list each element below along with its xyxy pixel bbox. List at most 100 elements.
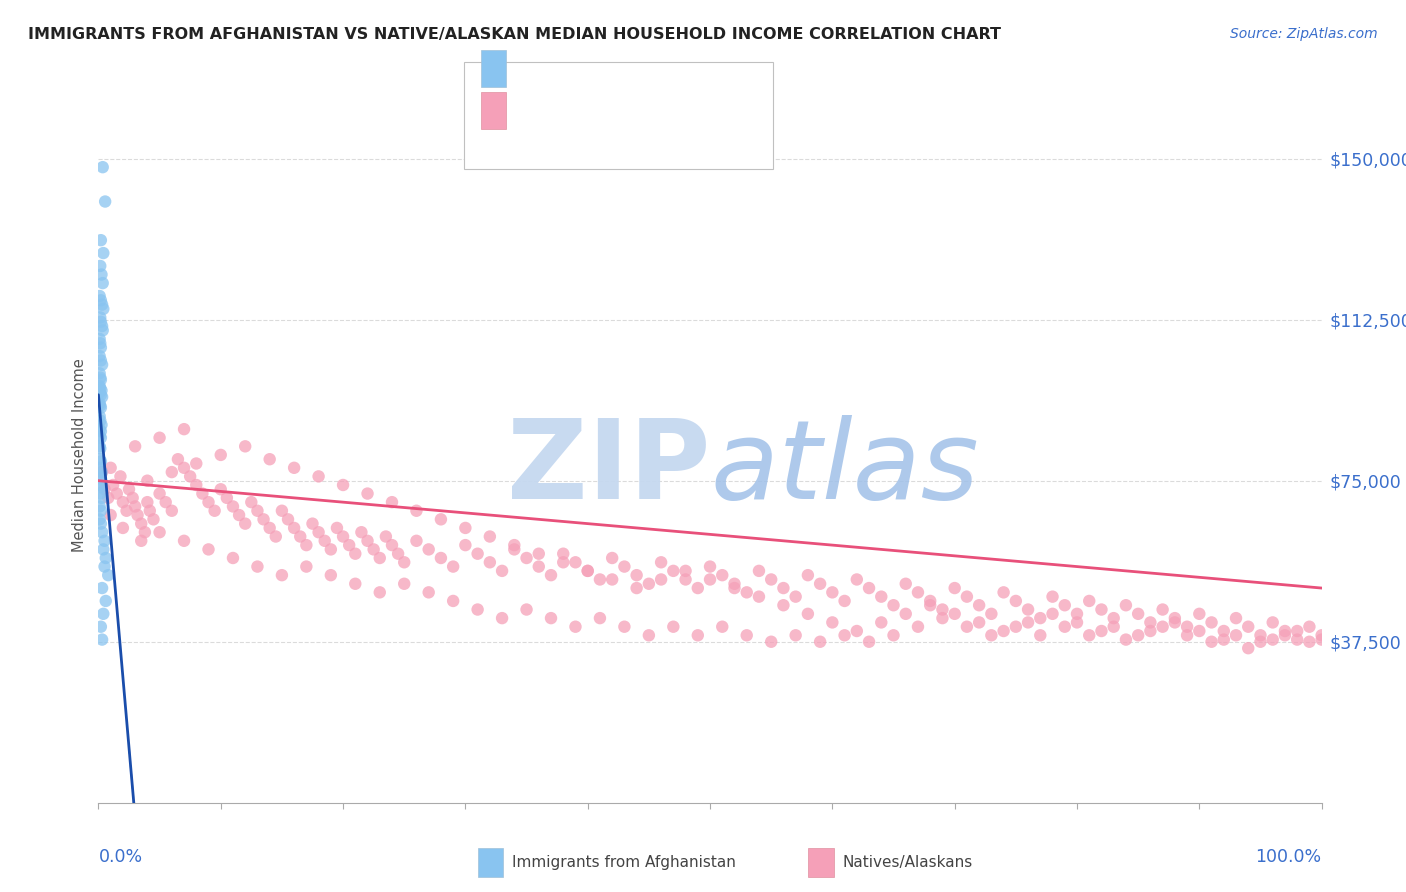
Point [1152, 602, 1174, 616]
Point [222, 500, 245, 514]
Point [626, 568, 648, 582]
Point [129, 516, 152, 531]
Point [259, 521, 281, 535]
Point [441, 559, 464, 574]
Point [90, 491, 112, 505]
Point [155, 495, 177, 509]
Point [332, 529, 354, 543]
Point [136, 474, 159, 488]
Point [142, 512, 165, 526]
Point [209, 448, 232, 462]
Point [368, 585, 391, 599]
Point [1274, 624, 1296, 638]
Point [93, 483, 115, 497]
Point [967, 599, 990, 613]
Point [883, 599, 905, 613]
Point [870, 615, 893, 630]
Point [124, 500, 146, 514]
Point [626, 581, 648, 595]
Point [650, 555, 672, 569]
Point [94, 194, 117, 209]
Point [576, 564, 599, 578]
Point [527, 547, 550, 561]
Point [1017, 615, 1039, 630]
Point [589, 611, 612, 625]
Point [834, 628, 856, 642]
Point [772, 599, 794, 613]
Point [1053, 620, 1076, 634]
Text: 0.0%: 0.0% [98, 848, 142, 866]
Point [186, 457, 208, 471]
Point [91, 246, 114, 260]
Point [89, 399, 111, 413]
Point [748, 564, 770, 578]
Point [89, 452, 111, 467]
Point [1286, 632, 1309, 647]
Point [1128, 628, 1150, 642]
Point [89, 486, 111, 500]
Point [1004, 594, 1026, 608]
Point [270, 504, 294, 518]
Point [785, 590, 807, 604]
Text: Natives/Alaskans: Natives/Alaskans [842, 855, 973, 870]
Point [89, 442, 111, 456]
Point [89, 396, 111, 410]
Point [90, 388, 112, 402]
Point [405, 504, 427, 518]
Text: atlas: atlas [710, 416, 979, 523]
Point [283, 521, 305, 535]
Point [454, 538, 477, 552]
Point [1053, 599, 1076, 613]
Point [540, 568, 562, 582]
Point [808, 634, 831, 648]
Point [93, 559, 115, 574]
Point [149, 486, 172, 500]
Point [1225, 628, 1247, 642]
Point [295, 559, 318, 574]
Point [761, 634, 783, 648]
Point [91, 581, 114, 595]
Point [270, 568, 294, 582]
Point [797, 607, 820, 621]
Point [89, 336, 111, 351]
Point [90, 384, 112, 398]
Point [418, 585, 440, 599]
Point [675, 564, 697, 578]
Point [233, 439, 256, 453]
Point [430, 512, 453, 526]
Point [491, 611, 513, 625]
Point [980, 607, 1002, 621]
Point [1066, 607, 1088, 621]
Point [1237, 620, 1260, 634]
Point [980, 628, 1002, 642]
Point [90, 454, 112, 468]
Point [129, 533, 152, 548]
Point [90, 341, 112, 355]
Point [564, 555, 586, 569]
Point [1175, 628, 1198, 642]
Point [90, 516, 112, 531]
Point [90, 293, 112, 308]
Point [1201, 615, 1223, 630]
Point [600, 573, 623, 587]
Point [89, 413, 111, 427]
Point [993, 585, 1015, 599]
Point [613, 620, 636, 634]
Point [516, 551, 538, 566]
Point [1042, 590, 1064, 604]
Point [91, 465, 114, 479]
Point [252, 512, 274, 526]
Point [160, 465, 183, 479]
Point [1225, 611, 1247, 625]
Point [290, 529, 312, 543]
Point [344, 576, 367, 591]
Point [127, 508, 149, 522]
Point [1115, 599, 1137, 613]
Point [314, 533, 336, 548]
Point [94, 551, 117, 566]
Point [124, 439, 146, 453]
Point [858, 581, 880, 595]
Point [91, 632, 114, 647]
Point [920, 599, 942, 613]
Point [91, 276, 114, 290]
